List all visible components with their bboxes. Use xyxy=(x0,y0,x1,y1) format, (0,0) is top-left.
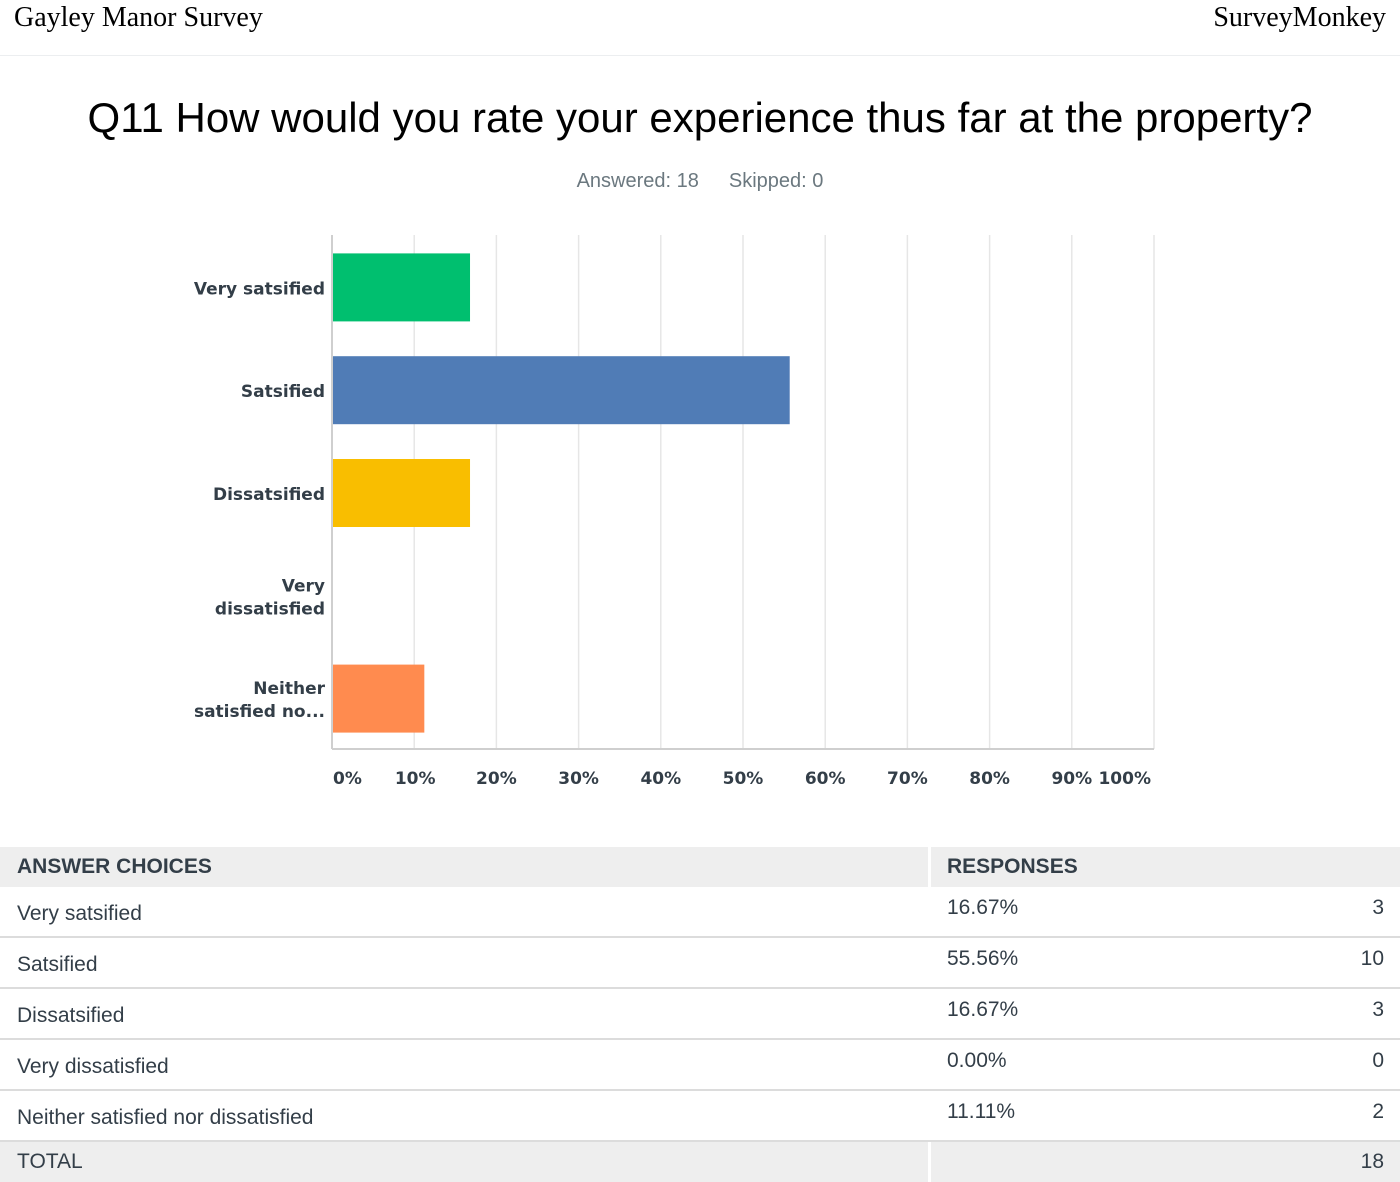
x-tick-label: 90% xyxy=(1051,769,1092,789)
bar xyxy=(333,664,425,733)
row-percent: 11.11% xyxy=(947,1100,1016,1123)
x-tick-label: 0% xyxy=(333,769,362,789)
row-percent: 16.67% xyxy=(947,896,1019,919)
category-label: Satsified xyxy=(241,382,325,402)
row-choice: Satsified xyxy=(17,953,98,976)
row-count: 0 xyxy=(1372,1049,1384,1072)
column-divider xyxy=(928,847,931,887)
row-count: 3 xyxy=(1372,896,1384,919)
table-row: Neither satisfied nor dissatisfied 11.11… xyxy=(0,1091,1400,1142)
category-label: Dissatsified xyxy=(213,485,325,505)
brand-name: SurveyMonkey xyxy=(1213,2,1386,33)
table-row: Very dissatisfied 0.00% 0 xyxy=(0,1040,1400,1091)
response-table: ANSWER CHOICES RESPONSES Very satsified … xyxy=(0,847,1400,1182)
row-choice: Very satsified xyxy=(17,902,142,925)
answered-count: Answered: 18 xyxy=(576,170,699,192)
bar xyxy=(333,459,471,527)
category-label: satisfied no... xyxy=(194,702,325,722)
x-tick-label: 30% xyxy=(558,769,599,789)
bar xyxy=(333,253,471,322)
row-count: 2 xyxy=(1372,1100,1384,1123)
row-percent: 0.00% xyxy=(947,1049,1007,1072)
table-row: Dissatsified 16.67% 3 xyxy=(0,989,1400,1040)
x-tick-label: 50% xyxy=(723,769,764,789)
table-total-row: TOTAL 18 xyxy=(0,1142,1400,1182)
question-title: Q11 How would you rate your experience t… xyxy=(87,94,1313,141)
row-count: 10 xyxy=(1360,947,1384,970)
row-choice: Very dissatisfied xyxy=(17,1055,169,1078)
answer-choices-header: ANSWER CHOICES xyxy=(17,855,212,878)
x-tick-label: 70% xyxy=(887,769,928,789)
skipped-count: Skipped: 0 xyxy=(728,170,824,192)
category-label: Very xyxy=(282,576,325,596)
page-header: Gayley Manor Survey SurveyMonkey xyxy=(0,0,1400,56)
x-tick-label: 60% xyxy=(805,769,846,789)
total-count: 18 xyxy=(1360,1150,1384,1173)
category-label: dissatisfied xyxy=(215,599,325,619)
x-tick-label: 100% xyxy=(1098,769,1151,789)
table-header: ANSWER CHOICES RESPONSES xyxy=(0,847,1400,887)
row-choice: Dissatsified xyxy=(17,1004,125,1027)
bar xyxy=(333,356,790,425)
responses-header: RESPONSES xyxy=(947,855,1078,878)
bar-chart: 0% 10% 20% 30% 40% 50% 60% 70% 80% 90% 100% Very sa… xyxy=(194,235,1155,789)
category-label: Neither xyxy=(253,679,325,699)
response-stats: Answered: 18 Skipped: 0 xyxy=(0,170,1400,193)
table-row: Satsified 55.56% 10 xyxy=(0,938,1400,989)
survey-name: Gayley Manor Survey xyxy=(14,2,263,33)
row-count: 3 xyxy=(1372,998,1384,1021)
x-tick-label: 20% xyxy=(476,769,517,789)
column-divider xyxy=(928,1142,931,1182)
header-divider xyxy=(0,55,1400,56)
row-percent: 16.67% xyxy=(947,998,1019,1021)
x-tick-label: 80% xyxy=(969,769,1010,789)
x-tick-label: 40% xyxy=(640,769,681,789)
row-choice: Neither satisfied nor dissatisfied xyxy=(17,1106,314,1129)
total-label: TOTAL xyxy=(17,1150,83,1173)
x-tick-label: 10% xyxy=(395,769,436,789)
row-percent: 55.56% xyxy=(947,947,1019,970)
category-label: Very satsified xyxy=(194,279,325,299)
table-row: Very satsified 16.67% 3 xyxy=(0,887,1400,938)
